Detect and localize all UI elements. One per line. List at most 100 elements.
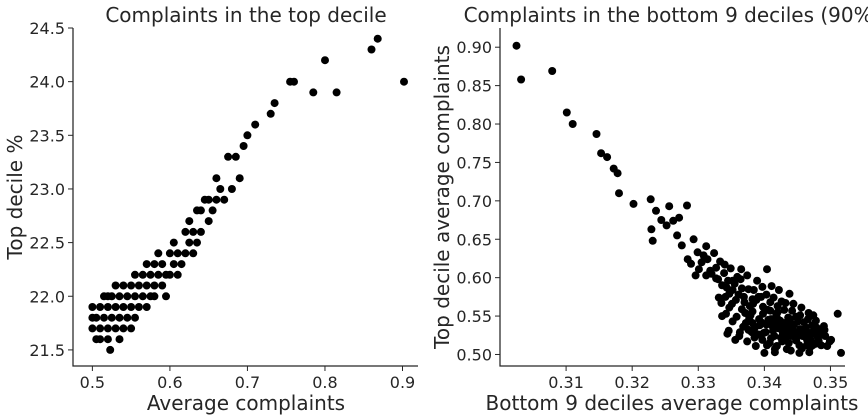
right-scatter-point — [718, 312, 727, 321]
left-scatter-point — [270, 99, 279, 108]
right-y-tick-label: 0.80 — [456, 115, 492, 134]
right-axes-spines — [499, 28, 845, 367]
right-scatter-point — [767, 282, 776, 291]
left-scatter-point — [146, 270, 155, 279]
left-scatter-point — [103, 303, 112, 311]
left-y-tick-label: 21.5 — [29, 341, 65, 360]
right-scatter-point — [758, 282, 767, 291]
left-y-tick-label: 22.5 — [29, 234, 65, 253]
left-scatter-point — [96, 303, 105, 311]
right-y-tick-label: 0.50 — [456, 345, 492, 364]
left-scatter-point — [111, 303, 120, 311]
right-x-axis-label: Bottom 9 deciles average complaints — [486, 391, 859, 415]
left-scatter-point — [185, 238, 194, 247]
right-scatter-point — [763, 305, 772, 314]
left-scatter-point — [196, 227, 205, 236]
right-scatter-point — [823, 342, 832, 350]
left-scatter-point — [332, 88, 341, 97]
right-x-tick-label: 0.33 — [680, 373, 716, 392]
right-scatter-point — [796, 311, 805, 320]
right-scatter-point — [728, 317, 737, 326]
right-y-tick-label: 0.75 — [456, 153, 492, 172]
right-scatter-point — [827, 335, 836, 344]
left-scatter-point — [216, 185, 225, 193]
left-scatter-point — [193, 238, 201, 247]
left-scatter-point — [119, 324, 128, 333]
right-scatter-point — [745, 302, 754, 311]
right-scatter-point — [772, 342, 781, 350]
right-scatter-point — [693, 248, 702, 257]
right-scatter-point — [517, 75, 526, 84]
right-scatter-point — [784, 313, 793, 322]
right-scatter-point — [726, 264, 735, 273]
left-scatter-point — [212, 174, 221, 183]
left-scatter-point — [107, 292, 116, 301]
left-scatter-point — [123, 313, 132, 322]
left-scatter-point — [142, 260, 151, 269]
right-scatter-point — [699, 251, 708, 260]
right-scatter-point — [785, 289, 794, 298]
left-scatter-point — [373, 34, 382, 43]
right-scatter-point — [648, 236, 657, 245]
left-scatter-point — [181, 227, 190, 236]
right-scatter-point — [743, 337, 752, 346]
left-scatter-point — [158, 260, 167, 269]
right-scatter-point — [725, 303, 734, 312]
left-scatter-point — [169, 260, 178, 269]
right-scatter-point — [697, 258, 706, 267]
right-scatter-point — [512, 41, 521, 50]
right-scatter-point — [689, 235, 698, 244]
right-scatter-point — [789, 299, 798, 308]
right-scatter-point — [717, 299, 726, 307]
left-scatter-point — [103, 324, 112, 333]
right-x-tick-label: 0.35 — [813, 373, 849, 392]
right-scatter-point — [683, 201, 691, 210]
right-y-axis-label: Top decile average complaints — [430, 45, 454, 350]
left-scatter-point — [231, 152, 240, 161]
right-scatter-point — [739, 292, 748, 301]
left-scatter-point — [88, 303, 97, 311]
left-y-tick-label: 22.0 — [29, 287, 65, 306]
left-scatter-point — [96, 324, 105, 333]
right-scatter-point — [723, 329, 732, 338]
left-x-ticks: 0.5 0.6 0.7 0.8 0.9 — [80, 366, 415, 392]
right-scatter-point — [691, 271, 700, 280]
right-scatter-point — [780, 305, 789, 314]
right-scatter-point — [797, 303, 806, 312]
left-scatter-point — [142, 281, 151, 290]
right-scatter-point — [720, 269, 729, 278]
left-scatter-points — [88, 34, 408, 354]
right-scatter-point — [737, 265, 746, 274]
right-scatter-point — [669, 216, 678, 225]
right-scatter-point — [677, 241, 686, 250]
left-scatter-point — [400, 77, 408, 86]
right-scatter-point — [548, 67, 557, 75]
left-scatter-point — [111, 281, 120, 290]
left-scatter-point — [150, 281, 159, 290]
left-scatter-point — [212, 195, 221, 204]
right-y-ticks: 0.50 0.55 0.60 0.65 0.70 0.75 0.80 0.85 0.90 — [456, 38, 500, 364]
left-scatter-point — [119, 281, 128, 290]
left-scatter-point — [150, 292, 159, 301]
left-scatter-point — [103, 335, 112, 344]
left-scatter-point — [115, 313, 124, 322]
right-scatter-point — [568, 120, 577, 128]
left-scatter-point — [154, 249, 163, 258]
right-scatter-point — [753, 276, 762, 285]
left-scatter-point — [115, 335, 124, 344]
left-scatter-point — [173, 249, 182, 258]
right-scatter-point — [765, 339, 774, 347]
right-x-tick-label: 0.34 — [747, 373, 783, 392]
right-scatter-point — [687, 259, 695, 268]
right-y-tick-label: 0.60 — [456, 269, 492, 288]
left-x-tick-label: 0.7 — [235, 373, 260, 392]
left-scatter-point — [185, 217, 194, 226]
left-scatter-point — [131, 313, 139, 322]
right-y-tick-label: 0.85 — [456, 77, 492, 96]
left-scatter-point — [208, 206, 217, 215]
right-scatter-point — [718, 281, 727, 290]
left-scatter-point — [127, 324, 136, 333]
right-scatter-point — [806, 329, 814, 337]
left-scatter-point — [111, 324, 120, 333]
